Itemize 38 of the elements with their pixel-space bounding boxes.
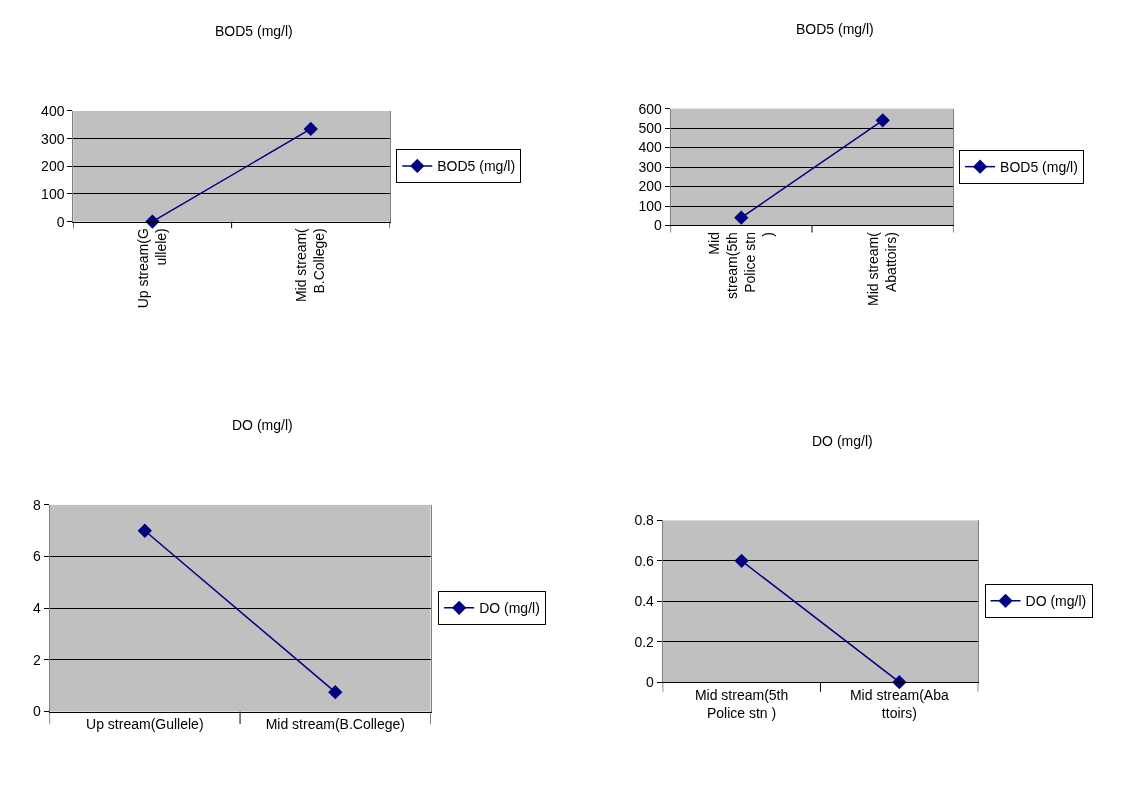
x-tick-label: Mid stream(B.College) xyxy=(293,227,328,303)
y-tick-label: 0 xyxy=(32,703,41,720)
y-tick-label: 400 xyxy=(41,102,65,119)
x-tick-label: Mid stream(Abattoirs) xyxy=(849,686,949,722)
chart-title: BOD5 (mg/l) xyxy=(796,21,874,37)
y-tick-label: 8 xyxy=(32,496,41,513)
y-tick-label: 0.6 xyxy=(634,552,655,569)
y-tick-label: 100 xyxy=(638,197,662,214)
chart-title: BOD5 (mg/l) xyxy=(215,23,293,39)
legend-label: BOD5 (mg/l) xyxy=(1000,159,1078,176)
legend-label: BOD5 (mg/l) xyxy=(437,158,516,175)
y-tick-label: 0.2 xyxy=(634,633,655,650)
y-tick-label: 200 xyxy=(638,178,662,195)
y-tick-label: 4 xyxy=(32,600,41,617)
x-tick-label: Up stream(Gullele) xyxy=(86,716,204,733)
y-tick-label: 0 xyxy=(646,674,655,691)
chart-title: DO (mg/l) xyxy=(232,417,293,433)
x-tick-label: Mid stream(B.College) xyxy=(265,716,405,733)
legend-label: DO (mg/l) xyxy=(479,600,540,617)
x-tick-label: Mid stream(Abattoirs) xyxy=(865,231,900,306)
y-tick-label: 0 xyxy=(653,217,662,234)
x-tick-label: Mid stream(5th Police stn ) xyxy=(694,686,789,722)
y-tick-label: 2 xyxy=(32,651,41,668)
chart-title: DO (mg/l) xyxy=(812,433,873,449)
y-tick-label: 0.8 xyxy=(634,512,655,529)
y-tick-label: 0.4 xyxy=(634,593,655,610)
legend-label: DO (mg/l) xyxy=(1025,593,1087,610)
y-tick-label: 400 xyxy=(638,139,662,156)
y-tick-label: 600 xyxy=(638,100,662,117)
x-tick-label: Up stream(Gullele) xyxy=(134,228,170,309)
y-tick-label: 300 xyxy=(638,158,662,175)
y-tick-label: 100 xyxy=(41,185,65,202)
x-tick-label: Mid stream(5th Police stn ) xyxy=(705,232,777,300)
y-tick-label: 6 xyxy=(32,548,41,565)
y-tick-label: 200 xyxy=(41,158,65,175)
y-tick-label: 0 xyxy=(56,213,65,230)
y-tick-label: 300 xyxy=(41,130,65,147)
y-tick-label: 500 xyxy=(638,120,662,136)
